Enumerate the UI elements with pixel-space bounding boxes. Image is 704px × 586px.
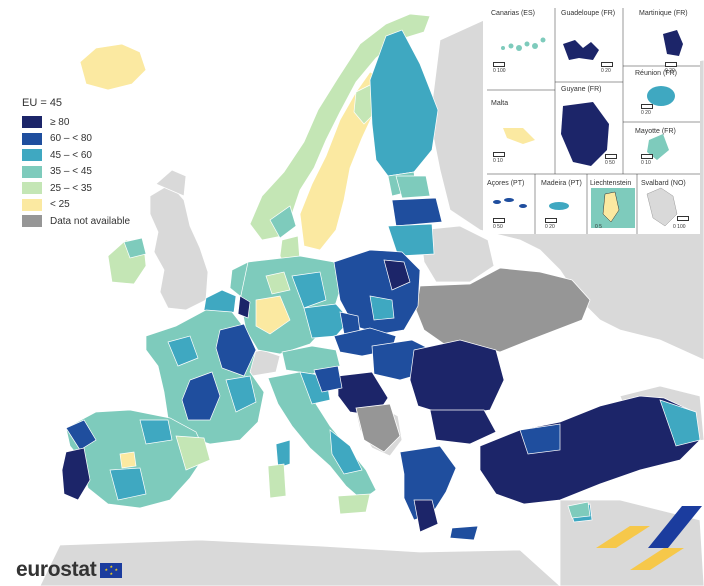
eu-flag-icon: ★ ★ ★ ★ (100, 562, 123, 578)
balkans-no-data (355, 403, 401, 453)
scale-bar (641, 104, 653, 109)
scale-bar (677, 216, 689, 221)
scale-bar (493, 218, 505, 223)
inset-label-liechtenstein: Liechtenstein (590, 180, 632, 187)
inset-graphics (487, 8, 700, 234)
scale-label: 0 50 (605, 160, 615, 166)
inset-label-svalbard: Svalbard (NO) (641, 180, 686, 187)
france (145, 295, 291, 469)
cyprus (567, 501, 591, 519)
legend-swatch (22, 215, 42, 228)
scale-bar (665, 62, 677, 67)
legend-swatch (22, 165, 42, 178)
legend-item: Data not available (22, 213, 192, 230)
legend: EU = 45 ≥ 80 60 – < 80 45 – < 60 35 – < … (22, 97, 192, 230)
scale-bar (641, 154, 653, 159)
legend-item: 25 – < 35 (22, 180, 192, 197)
scale-bar (605, 154, 617, 159)
inset-panel: Canarias (ES) Guadeloupe (FR) Martinique… (483, 4, 700, 234)
central-europe (203, 249, 421, 375)
scale-bar (493, 62, 505, 67)
inset-label-acores: Açores (PT) (487, 180, 525, 187)
legend-label: < 25 (50, 199, 70, 211)
scale-label: 0 20 (665, 68, 675, 74)
legend-item: 45 – < 60 (22, 147, 192, 164)
ireland (107, 237, 147, 285)
scale-label: 0 5 (595, 224, 602, 230)
scale-label: 0 10 (641, 160, 651, 166)
scale-label: 0 50 (493, 224, 503, 230)
eurostat-logo: eurostat ★ ★ ★ ★ (16, 558, 123, 582)
legend-label: Data not available (50, 215, 131, 227)
inset-label-reunion: Réunion (FR) (635, 70, 678, 77)
legend-label: 25 – < 35 (50, 182, 92, 194)
legend-swatch (22, 149, 42, 162)
scale-label: 0 10 (493, 158, 503, 164)
inset-label-mayotte: Mayotte (FR) (635, 128, 676, 135)
legend-item: 60 – < 80 (22, 131, 192, 148)
inset-label-guadeloupe: Guadeloupe (FR) (561, 10, 616, 17)
scale-label: 0 100 (673, 224, 686, 230)
legend-swatch (22, 198, 42, 211)
legend-label: 60 – < 80 (50, 133, 92, 145)
legend-item: < 25 (22, 197, 192, 214)
scale-label: 0 100 (493, 68, 506, 74)
baltics (387, 175, 443, 257)
iceland (79, 43, 147, 91)
south-east-europe (313, 339, 505, 445)
legend-item: ≥ 80 (22, 114, 192, 131)
legend-label: 35 – < 45 (50, 166, 92, 178)
legend-label: 45 – < 60 (50, 149, 92, 161)
ukraine-no-data (415, 267, 591, 353)
scale-label: 0 20 (601, 68, 611, 74)
iberia (61, 409, 211, 509)
legend-item: 35 – < 45 (22, 164, 192, 181)
inset-label-malta: Malta (491, 100, 509, 107)
scale-bar (545, 218, 557, 223)
inset-label-martinique: Martinique (FR) (639, 10, 688, 17)
inset-label-madeira: Madeira (PT) (541, 180, 582, 187)
scale-label: 0 20 (545, 224, 555, 230)
greece (399, 445, 479, 541)
legend-swatch (22, 116, 42, 129)
legend-label: ≥ 80 (50, 116, 70, 128)
legend-swatch (22, 132, 42, 145)
inset-label-canarias: Canarias (ES) (491, 10, 535, 17)
scale-bar (601, 62, 613, 67)
scale-bar (493, 152, 505, 157)
norway (249, 13, 431, 241)
legend-swatch (22, 182, 42, 195)
legend-title: EU = 45 (22, 97, 63, 109)
brand-stripes (596, 506, 702, 570)
inset-label-guyane: Guyane (FR) (561, 86, 602, 93)
scale-label: 0 20 (641, 110, 651, 116)
logo-text: eurostat (16, 558, 97, 581)
